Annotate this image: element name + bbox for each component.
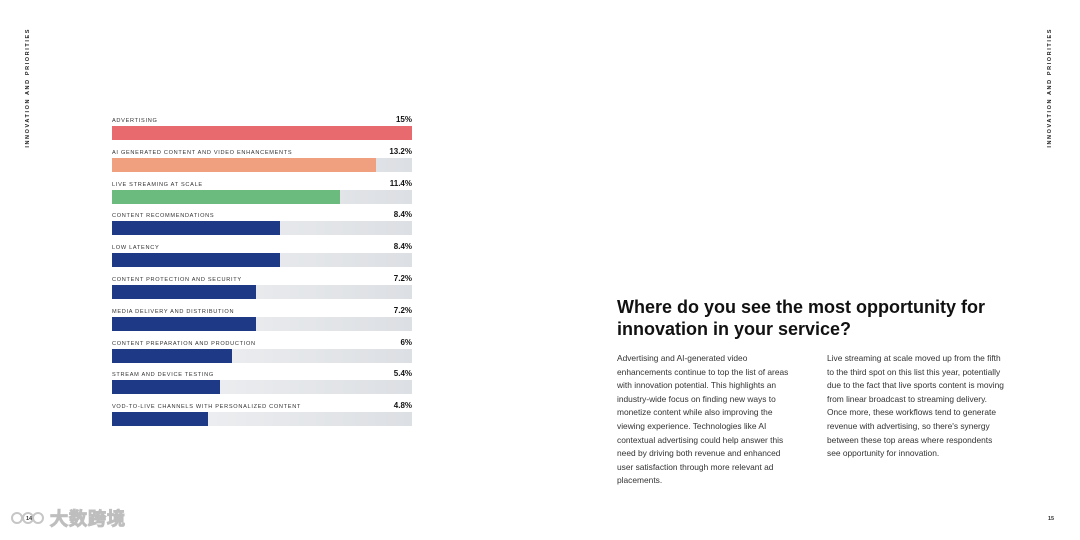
category-label: CONTENT PROTECTION AND SECURITY xyxy=(112,276,242,283)
category-label: CONTENT RECOMMENDATIONS xyxy=(112,213,215,220)
page-heading: Where do you see the most opportunity fo… xyxy=(617,297,986,339)
bar-track xyxy=(112,316,412,331)
bar-row: VOD-TO-LIVE CHANNELS WITH PERSONALIZED C… xyxy=(112,399,414,431)
horizontal-bar-chart: ADVERTISING 15% AI GENERATED CONTENT AND V… xyxy=(112,113,414,431)
value-label: 8.4% xyxy=(393,210,412,220)
category-label: MEDIA DELIVERY AND DISTRIBUTION xyxy=(112,308,235,315)
bar xyxy=(112,412,208,427)
value-label: 6% xyxy=(400,337,412,347)
bar-track xyxy=(112,412,412,427)
bar-track xyxy=(112,380,412,395)
category-label: ADVERTISING xyxy=(112,118,158,124)
section-side-label-right: INNOVATION AND PRIORITIES xyxy=(1047,28,1053,148)
bar xyxy=(112,189,340,204)
bar-row: LOW LATENCY 8.4% xyxy=(112,240,414,272)
bar xyxy=(112,157,376,172)
bar-track xyxy=(112,189,412,204)
bar-row-header: MEDIA DELIVERY AND DISTRIBUTION 7.2% xyxy=(112,304,414,315)
bar-row: ADVERTISING 15% xyxy=(112,113,414,145)
value-label: 11.4% xyxy=(389,178,412,188)
bar-row-header: LOW LATENCY 8.4% xyxy=(112,240,414,251)
bar-row-header: STREAM AND DEVICE TESTING 5.4% xyxy=(112,367,414,378)
bar-row: CONTENT PREPARATION AND PRODUCTION 6% xyxy=(112,336,414,368)
bar-row: CONTENT RECOMMENDATIONS 8.4% xyxy=(112,208,414,240)
bar xyxy=(112,221,280,236)
bar-row: MEDIA DELIVERY AND DISTRIBUTION 7.2% xyxy=(112,304,414,336)
category-label: CONTENT PREPARATION AND PRODUCTION xyxy=(112,340,256,347)
bar-row-header: AI GENERATED CONTENT AND VIDEO ENHANCEME… xyxy=(112,145,414,156)
bar xyxy=(112,316,256,331)
watermark-text: 大数跨境 xyxy=(50,509,126,530)
category-label: STREAM AND DEVICE TESTING xyxy=(112,372,214,379)
value-label: 7.2% xyxy=(393,305,412,315)
bar-row: STREAM AND DEVICE TESTING 5.4% xyxy=(112,367,414,399)
category-label: AI GENERATED CONTENT AND VIDEO ENHANCEME… xyxy=(112,149,293,156)
category-label: LIVE STREAMING AT SCALE xyxy=(112,181,203,188)
section-side-label-left: INNOVATION AND PRIORITIES xyxy=(25,28,31,148)
bar-track xyxy=(112,157,412,172)
bar xyxy=(112,380,220,395)
body-text-left: Advertising and AI-generated video enhan… xyxy=(617,353,789,486)
bar-track xyxy=(112,284,412,299)
bar-track xyxy=(112,348,412,363)
bar-row-header: CONTENT RECOMMENDATIONS 8.4% xyxy=(112,208,414,219)
value-label: 4.8% xyxy=(393,401,412,411)
bar xyxy=(112,348,232,363)
watermark: 大数跨境 xyxy=(10,505,126,531)
bar-row-header: LIVE STREAMING AT SCALE 11.4% xyxy=(112,177,414,188)
bar-track xyxy=(112,126,412,140)
value-label: 7.2% xyxy=(393,273,412,283)
bar-row-header: VOD-TO-LIVE CHANNELS WITH PERSONALIZED C… xyxy=(112,399,414,410)
bar xyxy=(112,284,256,299)
bar-row-header: ADVERTISING 15% xyxy=(112,113,414,124)
value-label: 5.4% xyxy=(393,369,412,379)
page-number-right: 15 xyxy=(1048,516,1055,522)
bar-row: LIVE STREAMING AT SCALE 11.4% xyxy=(112,177,414,209)
bar xyxy=(112,126,412,140)
value-label: 15% xyxy=(395,115,412,124)
value-label: 13.2% xyxy=(389,146,412,156)
bar xyxy=(112,253,280,268)
value-label: 8.4% xyxy=(393,242,412,252)
body-text-right: Live streaming at scale moved up from th… xyxy=(827,353,1004,459)
bar-row: AI GENERATED CONTENT AND VIDEO ENHANCEME… xyxy=(112,145,414,177)
category-label: LOW LATENCY xyxy=(112,245,160,252)
page-number-left: 14 xyxy=(26,516,33,522)
bar-track xyxy=(112,253,412,268)
bar-track xyxy=(112,221,412,236)
watermark-logo-icon xyxy=(11,512,44,524)
category-label: VOD-TO-LIVE CHANNELS WITH PERSONALIZED C… xyxy=(112,404,302,411)
bar-row-header: CONTENT PREPARATION AND PRODUCTION 6% xyxy=(112,336,414,347)
bar-row: CONTENT PROTECTION AND SECURITY 7.2% xyxy=(112,272,414,304)
bar-row-header: CONTENT PROTECTION AND SECURITY 7.2% xyxy=(112,272,414,283)
